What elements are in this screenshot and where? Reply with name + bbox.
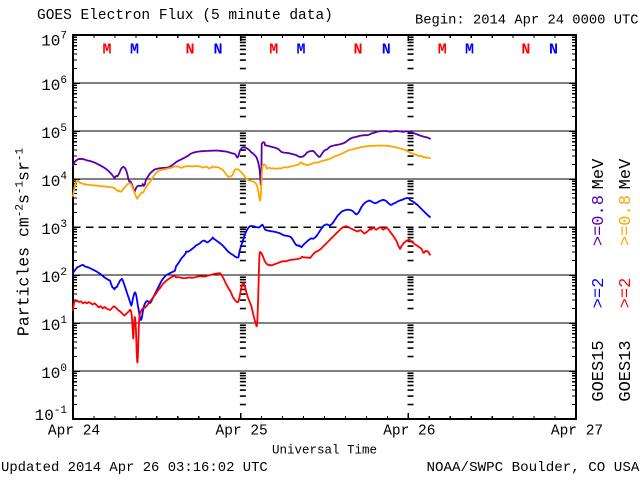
svg-text:>=0.8: >=0.8 [590,195,609,246]
svg-text:M: M [296,42,305,59]
svg-text:NOAA/SWPC Boulder, CO USA: NOAA/SWPC Boulder, CO USA [427,460,640,476]
svg-text:Universal Time: Universal Time [272,444,377,458]
svg-text:Apr 24: Apr 24 [48,424,100,440]
svg-text:M: M [130,42,139,59]
svg-text:Apr 25: Apr 25 [216,424,268,440]
svg-text:MeV: MeV [617,158,636,189]
svg-text:M: M [438,42,447,59]
svg-text:Apr 27: Apr 27 [551,424,603,440]
svg-text:GOES13: GOES13 [617,340,636,401]
svg-text:MeV: MeV [590,158,609,189]
svg-text:M: M [102,42,111,59]
svg-text:Updated 2014 Apr 26 03:16:02 U: Updated 2014 Apr 26 03:16:02 UTC [1,460,268,476]
svg-text:GOES15: GOES15 [590,340,609,401]
svg-text:GOES Electron Flux (5 minute d: GOES Electron Flux (5 minute data) [37,8,333,24]
svg-text:N: N [353,42,362,59]
svg-text:N: N [185,42,194,59]
svg-text:>=2: >=2 [617,278,636,309]
svg-text:>=2: >=2 [590,278,609,309]
svg-text:N: N [521,42,530,59]
svg-text:N: N [213,42,222,59]
svg-text:M: M [269,42,278,59]
svg-text:N: N [382,42,391,59]
svg-text:N: N [549,42,558,59]
svg-text:Particles cm-2s-1sr-1: Particles cm-2s-1sr-1 [15,148,34,337]
svg-text:Apr 26: Apr 26 [383,424,435,440]
svg-text:>=0.8: >=0.8 [617,195,636,246]
svg-text:M: M [465,42,474,59]
svg-text:Begin: 2014 Apr 24 0000 UTC: Begin: 2014 Apr 24 0000 UTC [415,13,639,29]
